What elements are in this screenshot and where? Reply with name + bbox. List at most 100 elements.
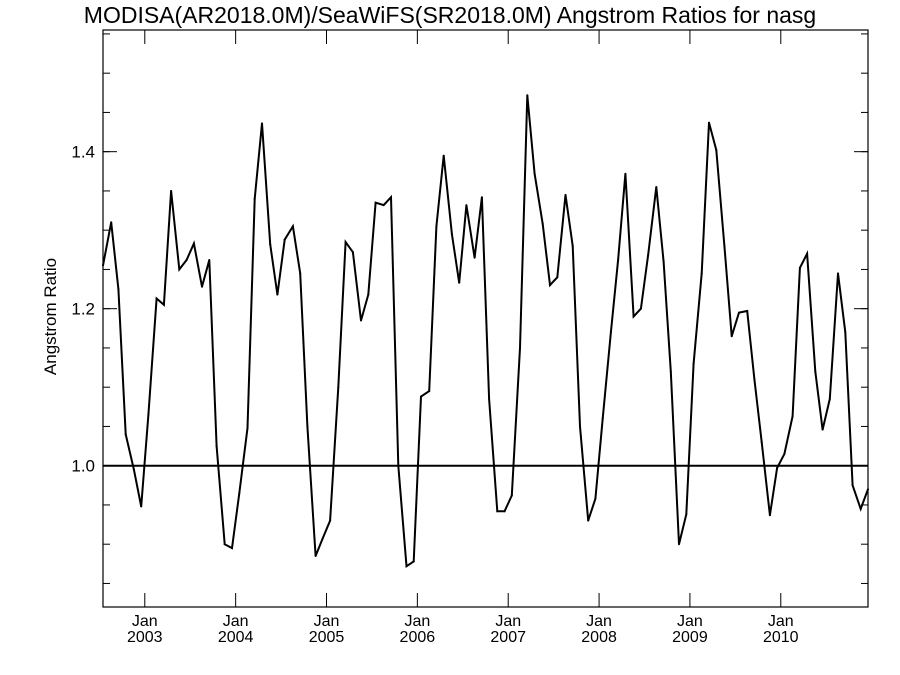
- data-point: [261, 122, 263, 125]
- data-point: [746, 310, 749, 312]
- data-point: [601, 417, 604, 420]
- x-tick-label-month: Jan: [495, 613, 521, 630]
- data-point: [837, 272, 839, 275]
- x-tick-label-month: Jan: [768, 613, 794, 630]
- data-point: [435, 225, 438, 228]
- data-point: [587, 519, 590, 522]
- data-point: [541, 222, 544, 225]
- x-tick-label-year: 2010: [763, 629, 799, 646]
- data-point: [821, 428, 824, 431]
- data-point: [253, 197, 256, 200]
- x-tick-label-month: Jan: [223, 613, 249, 630]
- y-axis-label: Angstrom Ratio: [41, 258, 60, 375]
- data-point: [806, 252, 809, 255]
- data-point: [768, 514, 771, 517]
- data-point: [208, 259, 211, 261]
- data-point: [344, 241, 347, 243]
- data-point: [723, 244, 726, 247]
- data-point: [798, 266, 801, 269]
- data-point: [556, 276, 559, 279]
- data-point: [700, 272, 703, 275]
- data-point: [299, 272, 302, 275]
- data-point: [329, 519, 332, 522]
- data-point: [526, 94, 529, 97]
- data-point: [655, 186, 658, 188]
- data-point: [715, 149, 718, 152]
- data-point: [473, 256, 476, 259]
- data-point: [851, 484, 854, 487]
- data-point: [828, 398, 831, 400]
- data-point: [753, 378, 756, 381]
- x-tick-label-year: 2007: [490, 629, 526, 646]
- data-point: [844, 331, 847, 334]
- data-point: [246, 427, 249, 429]
- data-point: [223, 543, 226, 546]
- data-point: [632, 315, 635, 318]
- data-point: [510, 494, 513, 497]
- data-point: [692, 362, 695, 365]
- data-point: [382, 204, 385, 207]
- data-point: [579, 425, 581, 428]
- data-point: [783, 452, 786, 455]
- data-point: [594, 497, 597, 500]
- x-tick-label-month: Jan: [314, 613, 340, 630]
- y-tick-label: 1.2: [71, 300, 95, 319]
- data-point: [306, 425, 309, 428]
- data-point: [662, 260, 665, 263]
- data-point: [571, 244, 574, 247]
- data-point: [730, 335, 733, 338]
- data-point: [639, 307, 642, 310]
- data-point: [465, 204, 468, 207]
- data-point: [685, 513, 688, 516]
- data-point: [110, 221, 113, 224]
- x-tick-label-month: Jan: [586, 613, 612, 630]
- x-tick-label-year: 2009: [672, 629, 708, 646]
- data-point: [617, 259, 620, 261]
- x-tick-label-year: 2004: [218, 629, 254, 646]
- data-point: [132, 468, 135, 471]
- data-point: [405, 565, 408, 568]
- data-point: [276, 293, 279, 296]
- data-point: [450, 233, 453, 236]
- data-point: [162, 303, 165, 306]
- data-point: [185, 259, 188, 261]
- data-point: [215, 445, 218, 448]
- data-point: [564, 193, 567, 196]
- x-axis-ticks: Jan2003Jan2004Jan2005Jan2006Jan2007Jan20…: [127, 30, 799, 646]
- data-points: [102, 94, 869, 568]
- data-point: [102, 264, 104, 267]
- chart-title: MODISA(AR2018.0M)/SeaWiFS(SR2018.0M) Ang…: [83, 2, 817, 28]
- data-point: [428, 390, 431, 393]
- data-point: [549, 284, 551, 287]
- data-point: [231, 547, 233, 550]
- data-point: [192, 242, 195, 245]
- data-point: [738, 311, 740, 314]
- data-point: [397, 464, 400, 467]
- data-point: [283, 238, 286, 241]
- data-point: [238, 492, 241, 495]
- data-point: [533, 172, 536, 175]
- data-point: [814, 370, 817, 373]
- data-point: [269, 243, 272, 246]
- data-point: [124, 433, 127, 436]
- data-point: [155, 297, 158, 300]
- data-point: [351, 251, 354, 254]
- data-point: [367, 293, 370, 296]
- y-tick-label: 1.0: [71, 457, 95, 476]
- data-point: [147, 413, 150, 416]
- y-tick-label: 1.4: [71, 143, 95, 162]
- data-point: [360, 319, 362, 322]
- series-line: [102, 95, 869, 568]
- data-point: [314, 555, 317, 557]
- data-point: [291, 225, 294, 228]
- data-point: [867, 488, 869, 491]
- data-point: [503, 510, 506, 513]
- data-point: [442, 154, 445, 157]
- y-axis-ticks: 1.0 1.2 1.4: [71, 143, 868, 476]
- data-point: [708, 121, 710, 124]
- data-point: [412, 560, 415, 563]
- x-tick-label-month: Jan: [404, 613, 430, 630]
- plot-frame: [102, 29, 869, 608]
- x-tick-label-year: 2003: [127, 629, 163, 646]
